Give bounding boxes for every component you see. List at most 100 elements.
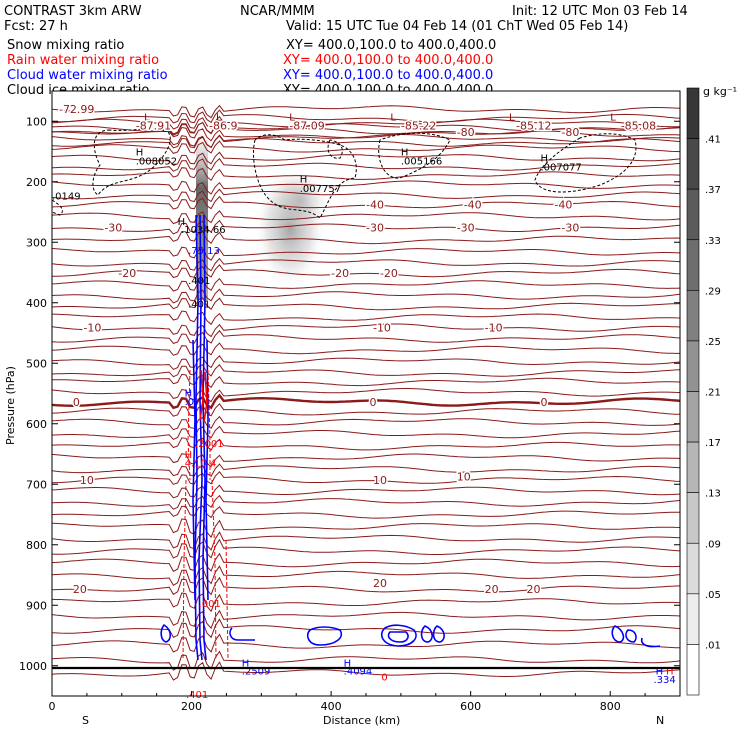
colorbar-swatch (686, 239, 700, 291)
legend-xy-0: XY= 400.0,100.0 to 400.0,400.0 (286, 38, 496, 53)
chart-model-title: CONTRAST 3km ARW (4, 4, 142, 19)
isotherm-line (52, 552, 680, 572)
isotherm-line (52, 188, 680, 203)
isotherm-label: -20 (380, 267, 398, 280)
isotherm-line (52, 104, 680, 119)
isotherm-label: 10 (457, 470, 471, 483)
isotherm-label: 20 (73, 583, 87, 596)
extremum-label: .4094 (344, 667, 373, 678)
isotherm-line (52, 471, 680, 485)
x-tick-label: 200 (181, 700, 202, 713)
extremum-label: H (242, 659, 250, 670)
isotherm-line (52, 195, 680, 210)
isotherm-label: -80 (561, 126, 579, 139)
isotherm-line (52, 538, 680, 559)
isotherm-line (52, 618, 680, 639)
extremum-label: L (509, 112, 515, 123)
extremum-label: H (185, 450, 193, 461)
legend-entry-0: Snow mixing ratio (7, 38, 124, 53)
isotherm-line (52, 403, 680, 417)
x-axis-label: Distance (km) (323, 714, 400, 727)
isotherm-line (52, 661, 680, 681)
colorbar-level-label: .37 (705, 185, 721, 196)
isotherm-line (52, 388, 680, 403)
isotherm-line (52, 277, 680, 292)
isotherm-label: -87.09 (289, 119, 324, 132)
isotherm-line (52, 126, 680, 142)
colorbar-swatch (686, 87, 700, 139)
colorbar-level-label: .25 (705, 337, 721, 348)
isotherm-line (52, 134, 680, 149)
colorbar-level-label: .33 (705, 236, 721, 247)
colorbar-swatch (686, 188, 700, 241)
isotherm-label: 10 (80, 474, 94, 487)
isotherm-line (52, 121, 680, 135)
isotherm-label: -85.12 (516, 119, 551, 132)
isotherm-line (52, 355, 680, 371)
isotherm-line (52, 425, 680, 441)
isotherm-label: -10 (485, 322, 503, 335)
x-tick-label: 0 (49, 700, 56, 713)
isotherm-line (52, 650, 680, 671)
y-tick-label: 100 (26, 115, 47, 128)
isotherm-label: -30 (457, 222, 475, 235)
y-tick-label: 800 (26, 539, 47, 552)
colorbar-level-label: .17 (705, 438, 721, 449)
extremum-label: .007757 (300, 184, 341, 195)
isotherm-label: 20 (373, 577, 387, 590)
y-tick-label: 1000 (19, 660, 47, 673)
extremum-label: L (610, 112, 616, 123)
isotherm-line (52, 230, 680, 245)
isotherm-label: -10 (83, 322, 101, 335)
colorbar-level-label: .05 (705, 590, 721, 601)
isotherm-label: -85.08 (621, 119, 656, 132)
isotherm-label: 0 (73, 396, 80, 409)
isotherm-line (52, 323, 680, 338)
extremum-label: .008052 (136, 157, 177, 168)
isotherm-label: -30 (561, 222, 579, 235)
extremum-label: .75.13 (188, 246, 220, 257)
forecast-hour: Fcst: 27 h (4, 19, 68, 34)
x-axis-north-label: N (656, 714, 664, 727)
isotherm-label: 20 (526, 583, 540, 596)
isotherm-label: -20 (118, 267, 136, 280)
isotherm-line (52, 505, 680, 519)
extremum-label: .001 (199, 599, 221, 610)
isotherm-line (52, 133, 680, 149)
colorbar-swatch (686, 138, 700, 190)
y-tick-label: 500 (26, 357, 47, 370)
legend-entry-1: Rain water mixing ratio (7, 53, 159, 68)
isotherm-label: -40 (464, 199, 482, 212)
colorbar-swatch (686, 391, 700, 443)
isotherm-line (52, 463, 680, 478)
isotherm-line (52, 180, 680, 195)
legend-xy-2: XY= 400.0,100.0 to 400.0,400.0 (283, 68, 493, 83)
extremum-label: L (144, 112, 150, 123)
isotherm-line (52, 633, 680, 653)
extremum-label: H (136, 148, 144, 159)
extremum-label: .0 (185, 397, 195, 408)
isotherm-label: -30 (104, 222, 122, 235)
extremum-label: .2001 (195, 439, 224, 450)
extremum-label: .401 (188, 299, 210, 310)
isotherm-line (52, 246, 680, 262)
isotherm-line (52, 437, 680, 451)
isotherm-labels: -72.99 -87.09 -87.91 -86.9 -85.22 -85.12 -85.0… (57, 102, 657, 598)
colorbar-swatch (686, 644, 700, 696)
cloud-water-contours (160, 214, 661, 661)
isotherm-label: -80 (457, 126, 475, 139)
isotherm-label: 0 (540, 396, 547, 409)
colorbar-swatch (686, 593, 700, 645)
legend: Snow mixing ratio XY= 400.0,100.0 to 400.… (7, 38, 496, 98)
extremum-label: 4.10 4 (185, 458, 217, 469)
axes: 0 200 400 600 800100200300400500600700800900… (19, 115, 681, 713)
isotherm-line (52, 330, 680, 344)
extremum-label: L (216, 112, 222, 123)
colorbar-level-label: .01 (705, 640, 721, 651)
isotherm-line (52, 531, 680, 551)
rain-water-contours (182, 369, 229, 661)
extremum-label: H (656, 667, 664, 678)
isotherm-label: -86.9 (209, 119, 237, 132)
isotherm-line (52, 257, 680, 272)
isotherm-label: 20 (485, 583, 499, 596)
